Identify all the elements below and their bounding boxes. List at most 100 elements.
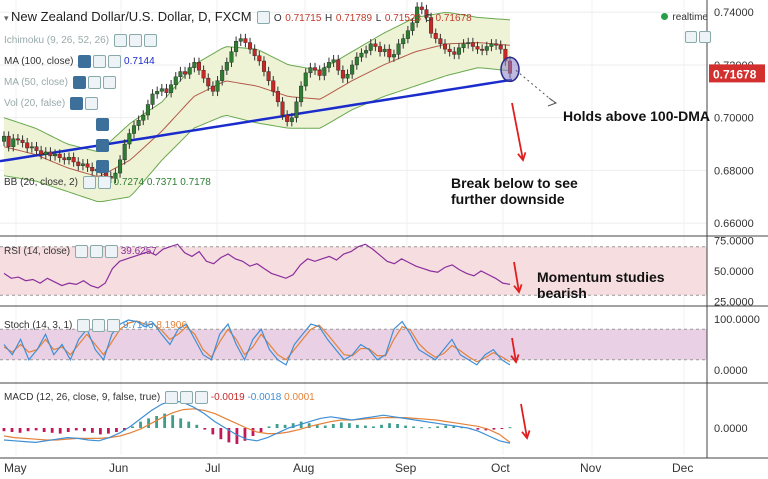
candle-body bbox=[150, 93, 155, 105]
macd-hist-bar bbox=[179, 418, 183, 428]
candle-body bbox=[443, 43, 448, 50]
vol-settings-icon[interactable] bbox=[69, 97, 83, 110]
candle-body bbox=[122, 143, 127, 161]
stoch-k-value: 9.7143 bbox=[122, 320, 154, 332]
ma50-label: MA (50, close) bbox=[4, 77, 68, 89]
price-pane bbox=[0, 2, 558, 203]
candle-body bbox=[224, 62, 229, 71]
macd-settings-icon[interactable] bbox=[164, 391, 178, 404]
red-arrow-shaft bbox=[520, 403, 528, 439]
macd-visibility-icon[interactable] bbox=[179, 391, 193, 404]
macd-hist-bar bbox=[211, 428, 215, 435]
rsi-settings-icon[interactable] bbox=[74, 245, 88, 258]
rsi-line bbox=[3, 243, 511, 289]
candle-body bbox=[71, 157, 76, 163]
macd-signal-line bbox=[3, 408, 511, 443]
candle-body bbox=[234, 41, 239, 52]
collapse-icon[interactable]: ▾ bbox=[4, 13, 12, 23]
candle-body bbox=[11, 138, 16, 147]
legend-ma100[interactable]: MA (100, close) 0.7144 bbox=[4, 55, 155, 68]
candle-body bbox=[475, 46, 480, 50]
candle-body bbox=[57, 153, 62, 158]
candle-body bbox=[378, 46, 383, 52]
ma50-close-icon[interactable] bbox=[102, 76, 116, 89]
legend-ma50[interactable]: MA (50, close) bbox=[4, 76, 116, 89]
open-label: O bbox=[273, 13, 282, 24]
month-tick-label: Nov bbox=[580, 461, 601, 475]
legend-macd[interactable]: MACD (12, 26, close, 9, false, true) -0.… bbox=[4, 391, 315, 404]
stoch-visibility-icon[interactable] bbox=[92, 319, 106, 332]
macd-hist-bar bbox=[155, 416, 159, 428]
macd-hist-bar bbox=[364, 425, 367, 428]
legend-bb[interactable]: BB (20, close, 2) 0.7274 0.7371 0.7178 bbox=[4, 176, 211, 189]
candle-body bbox=[48, 151, 53, 157]
macd-hist-bar bbox=[492, 428, 496, 430]
candle-body bbox=[326, 62, 331, 68]
month-tick-label: Jul bbox=[205, 461, 220, 475]
stoch-settings-icon[interactable] bbox=[77, 319, 91, 332]
stoch-close-icon[interactable] bbox=[107, 319, 121, 332]
pane-toggle-button[interactable] bbox=[685, 30, 697, 43]
macd-hist-bar bbox=[90, 428, 94, 433]
annotation-momentum-2: bearish bbox=[537, 285, 587, 301]
macd-hist-bar bbox=[131, 426, 134, 428]
pane-maximize-button[interactable] bbox=[699, 30, 711, 43]
candle-body bbox=[336, 59, 341, 71]
ma50-settings-icon[interactable] bbox=[72, 76, 86, 89]
hidden1-settings-icon[interactable] bbox=[96, 118, 109, 131]
macd-hist-bar bbox=[195, 424, 199, 428]
candle-body bbox=[391, 54, 396, 58]
last-price-tag bbox=[709, 64, 765, 83]
macd-hist-bar bbox=[18, 428, 22, 433]
ichimoku-close-icon[interactable] bbox=[143, 34, 157, 47]
bb-settings-icon[interactable] bbox=[82, 176, 96, 189]
bb-basis-value: 0.7274 bbox=[113, 177, 145, 189]
candle-body bbox=[2, 135, 6, 142]
macd-close-icon[interactable] bbox=[194, 391, 208, 404]
stoch-d-value: 8.1906 bbox=[156, 320, 187, 332]
candle-body bbox=[340, 70, 345, 79]
macd-pane bbox=[2, 400, 512, 444]
rsi-tick-label: 75.0000 bbox=[714, 236, 754, 248]
legend-vol[interactable]: Vol (20, false) bbox=[4, 97, 98, 110]
macd-hist-bar bbox=[171, 415, 175, 428]
candle-body bbox=[173, 76, 178, 85]
stoch-tick-label: 100.0000 bbox=[714, 314, 760, 326]
macd-hist-value: -0.0019 bbox=[210, 392, 245, 404]
ichimoku-visibility-icon[interactable] bbox=[128, 34, 142, 47]
legend-hidden-2[interactable] bbox=[4, 139, 109, 152]
ichimoku-settings-icon[interactable] bbox=[113, 34, 127, 47]
macd-hist-bar bbox=[42, 428, 46, 432]
ma100-line bbox=[0, 78, 513, 163]
macd-hist-bar bbox=[339, 422, 343, 428]
hidden2-settings-icon[interactable] bbox=[96, 139, 109, 152]
vol-visibility-icon[interactable] bbox=[84, 97, 98, 110]
legend-stoch[interactable]: Stoch (14, 3, 1) 9.7143 8.1906 bbox=[4, 319, 187, 332]
legend-rsi[interactable]: RSI (14, close) 39.6257 bbox=[4, 245, 157, 258]
high-value: 0.71789 bbox=[335, 13, 373, 24]
legend-ichimoku[interactable]: Ichimoku (9, 26, 52, 26) bbox=[4, 34, 157, 47]
legend-hidden-1[interactable] bbox=[4, 118, 109, 131]
month-tick-label: Jun bbox=[109, 461, 128, 475]
settings-icon[interactable] bbox=[257, 11, 271, 25]
ma100-settings-icon[interactable] bbox=[78, 55, 92, 68]
ma50-visibility-icon[interactable] bbox=[87, 76, 101, 89]
macd-hist-bar bbox=[98, 428, 102, 435]
rsi-label: RSI (14, close) bbox=[4, 246, 71, 258]
realtime-label: realtime bbox=[672, 12, 708, 23]
rsi-value: 39.6257 bbox=[120, 246, 157, 258]
candle-body bbox=[354, 56, 359, 66]
stoch-label: Stoch (14, 3, 1) bbox=[4, 320, 73, 332]
rsi-visibility-icon[interactable] bbox=[89, 245, 103, 258]
candle-body bbox=[419, 6, 424, 10]
hidden3-settings-icon[interactable] bbox=[96, 160, 109, 173]
rsi-close-icon[interactable] bbox=[104, 245, 118, 258]
bb-visibility-icon[interactable] bbox=[97, 176, 111, 189]
macd-hist-bar bbox=[123, 428, 126, 431]
ma100-close-icon[interactable] bbox=[108, 55, 122, 68]
macd-hist-bar bbox=[323, 425, 327, 428]
ma100-visibility-icon[interactable] bbox=[93, 55, 107, 68]
macd-hist-bar bbox=[2, 428, 6, 432]
ma100-label: MA (100, close) bbox=[4, 56, 74, 68]
legend-hidden-3[interactable] bbox=[4, 160, 109, 173]
